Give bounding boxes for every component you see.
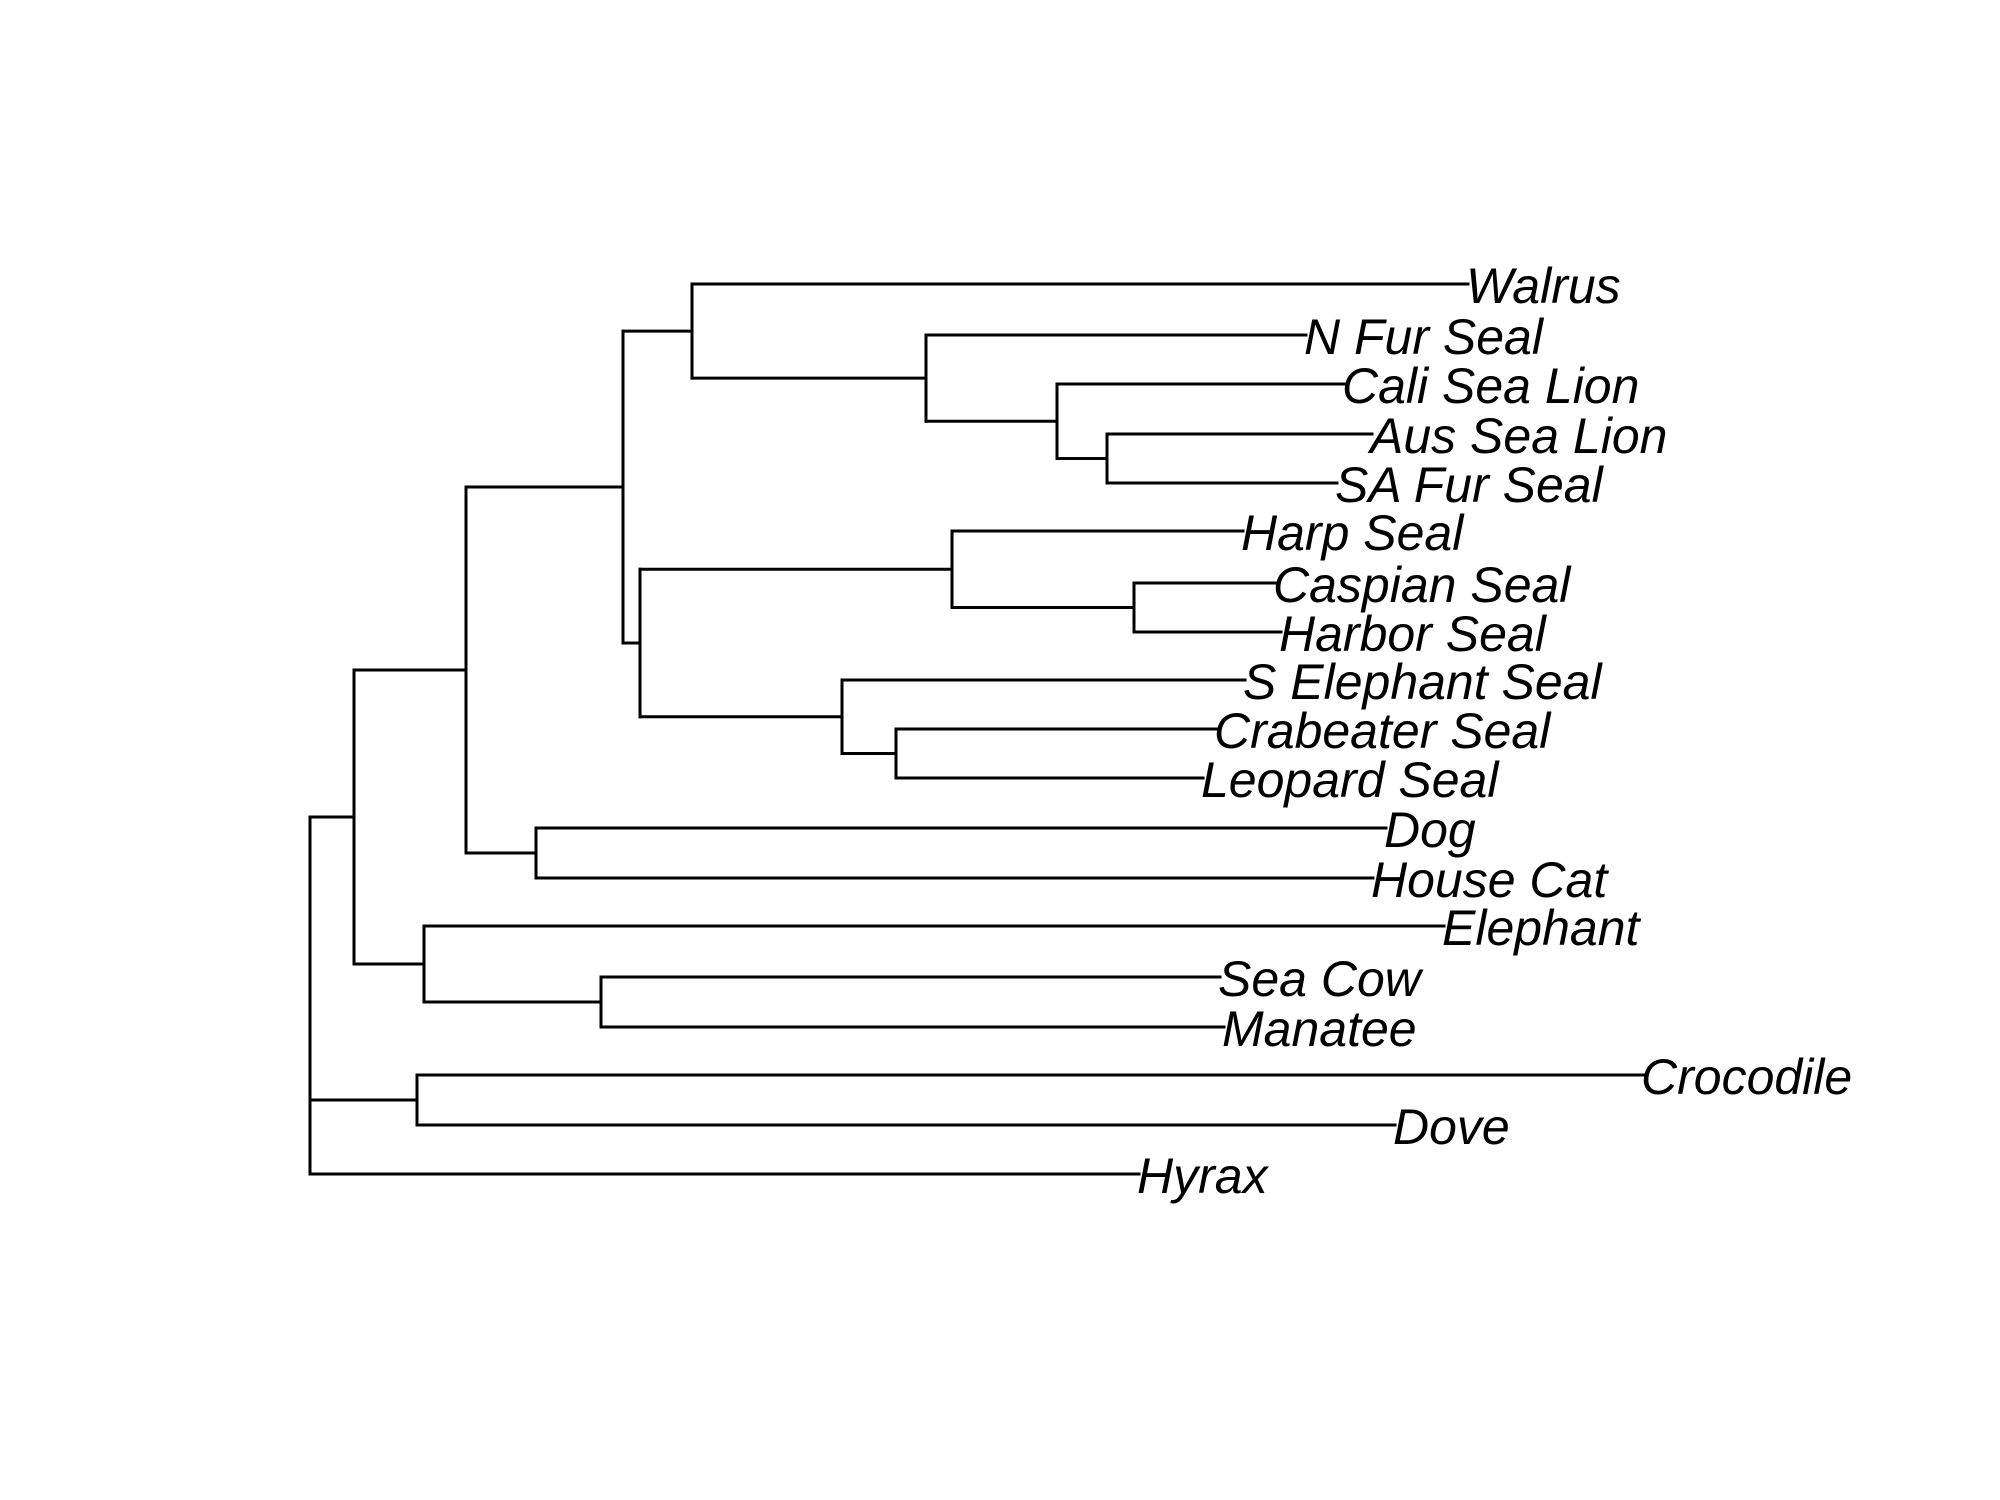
tree-branches xyxy=(308,282,1645,1176)
tip-label-manatee: Manatee xyxy=(1222,1001,1417,1057)
tip-label-leopard-seal: Leopard Seal xyxy=(1201,752,1500,808)
tip-label-harbor-seal: Harbor Seal xyxy=(1279,606,1548,662)
tip-label-elephant: Elephant xyxy=(1442,900,1641,956)
tip-label-hyrax: Hyrax xyxy=(1137,1148,1270,1204)
tip-label-dog: Dog xyxy=(1384,802,1476,858)
tip-label-house-cat: House Cat xyxy=(1371,852,1609,908)
tip-label-crabeater-seal: Crabeater Seal xyxy=(1214,703,1552,759)
tip-label-sa-fur-seal: SA Fur Seal xyxy=(1335,457,1605,513)
tip-label-n-fur-seal: N Fur Seal xyxy=(1304,309,1545,365)
tip-label-sea-cow: Sea Cow xyxy=(1218,951,1424,1007)
tip-label-dove: Dove xyxy=(1393,1099,1510,1155)
tip-label-aus-sea-lion: Aus Sea Lion xyxy=(1367,408,1667,464)
tip-label-s-elephant-seal: S Elephant Seal xyxy=(1243,654,1603,710)
tip-label-caspian-seal: Caspian Seal xyxy=(1273,557,1572,613)
tip-label-harp-seal: Harp Seal xyxy=(1241,505,1465,561)
tip-label-cali-sea-lion: Cali Sea Lion xyxy=(1342,358,1639,414)
tip-label-crocodile: Crocodile xyxy=(1641,1049,1852,1105)
tip-label-walrus: Walrus xyxy=(1466,258,1621,314)
